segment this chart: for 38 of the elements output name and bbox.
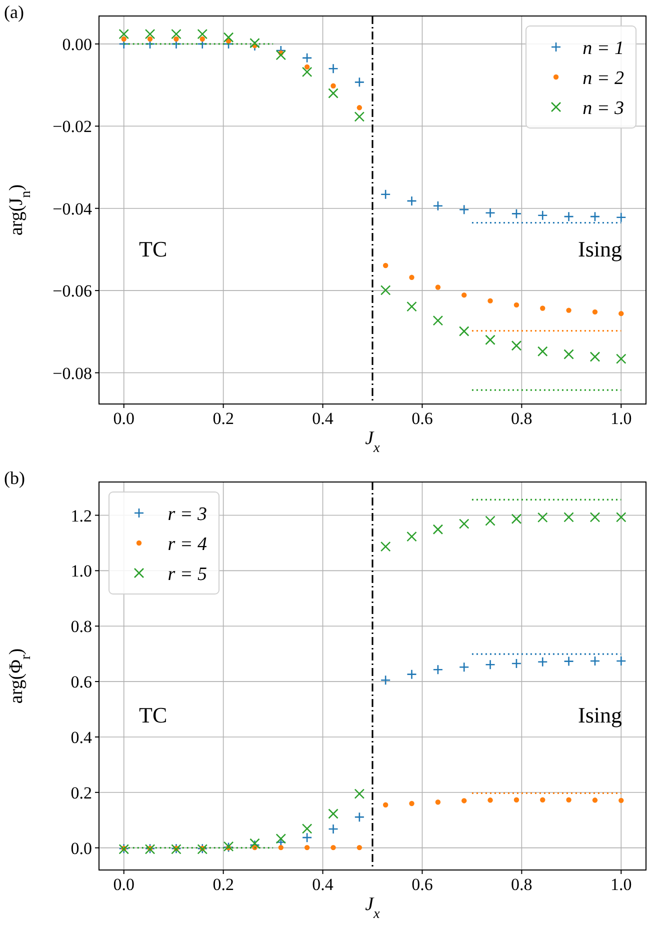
chart-title: (a) xyxy=(4,2,24,22)
y-tick-label: 1.0 xyxy=(70,562,92,581)
annotation: Ising xyxy=(578,236,622,262)
legend-label: r = 5 xyxy=(168,564,207,585)
x-tick-label: 0.4 xyxy=(312,875,334,894)
legend-label: n = 3 xyxy=(582,98,624,119)
x-tick-label: 0.0 xyxy=(113,875,134,894)
y-tick-label: 0.6 xyxy=(70,672,92,692)
y-tick-label: 0.00 xyxy=(62,34,92,54)
y-tick-label: −0.04 xyxy=(52,199,92,218)
legend-label: n = 2 xyxy=(582,68,624,89)
x-tick-label: 1.0 xyxy=(610,409,632,428)
x-axis-title: J$_{x}$ xyxy=(365,894,381,922)
legend-label: r = 3 xyxy=(168,504,207,525)
annotation: TC xyxy=(139,702,168,728)
y-tick-label: −0.02 xyxy=(52,117,92,136)
legend-label: r = 4 xyxy=(168,534,208,555)
x-tick-label: 0.8 xyxy=(511,875,532,894)
x-tick-label: 0.0 xyxy=(113,409,134,428)
y-tick-label: 1.2 xyxy=(70,506,92,526)
x-tick-label: 0.8 xyxy=(511,409,532,428)
y-tick-label: 0.4 xyxy=(70,728,92,747)
legend-label: n = 1 xyxy=(582,38,624,59)
x-tick-label: 0.6 xyxy=(412,875,433,894)
x-tick-label: 0.6 xyxy=(412,409,433,428)
chart-title: (b) xyxy=(4,468,25,488)
y-tick-label: 0.0 xyxy=(70,838,92,858)
x-tick-label: 0.4 xyxy=(312,409,334,428)
annotation: TC xyxy=(139,236,168,262)
x-axis-title: J$_{x}$ xyxy=(365,428,381,456)
y-tick-label: −0.06 xyxy=(52,282,92,301)
y-tick-label: −0.08 xyxy=(52,364,92,383)
x-tick-label: 0.2 xyxy=(212,875,234,894)
x-tick-label: 1.0 xyxy=(610,875,632,894)
x-tick-label: 0.2 xyxy=(212,409,234,428)
y-tick-label: 0.2 xyxy=(70,783,92,802)
y-tick-label: 0.8 xyxy=(70,617,92,636)
annotation: Ising xyxy=(578,702,622,728)
